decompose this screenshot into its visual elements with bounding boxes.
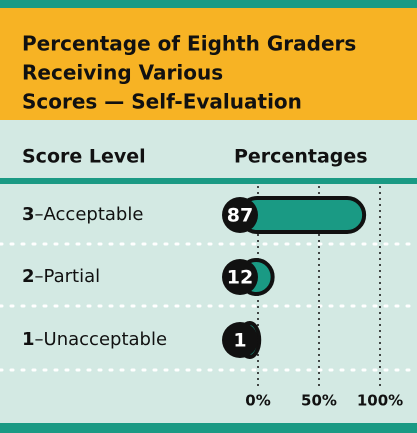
category-label: 2–Partial <box>22 266 100 287</box>
bottom-rule <box>0 423 417 433</box>
category-label: 3–Acceptable <box>22 204 143 225</box>
value-label: 12 <box>227 267 253 289</box>
x-tick-label: 50% <box>301 392 337 410</box>
column-header: Score Level <box>22 146 146 168</box>
x-tick-label: 0% <box>245 392 270 410</box>
value-label: 87 <box>227 205 253 227</box>
bar <box>238 196 367 234</box>
value-badge <box>222 259 258 295</box>
column-header: Percentages <box>234 146 368 168</box>
top-rule <box>0 0 417 8</box>
header-rule <box>0 178 417 184</box>
x-tick-label: 100% <box>357 392 403 410</box>
category-label: 1–Unacceptable <box>22 329 167 350</box>
header-band <box>0 8 417 120</box>
value-label: 1 <box>233 330 246 352</box>
chart-title: Percentage of Eighth Graders <box>22 32 356 56</box>
chart-title: Receiving Various <box>22 61 223 85</box>
value-badge <box>222 197 258 233</box>
chart-title: Scores — Self-Evaluation <box>22 90 302 114</box>
value-badge <box>222 322 258 358</box>
